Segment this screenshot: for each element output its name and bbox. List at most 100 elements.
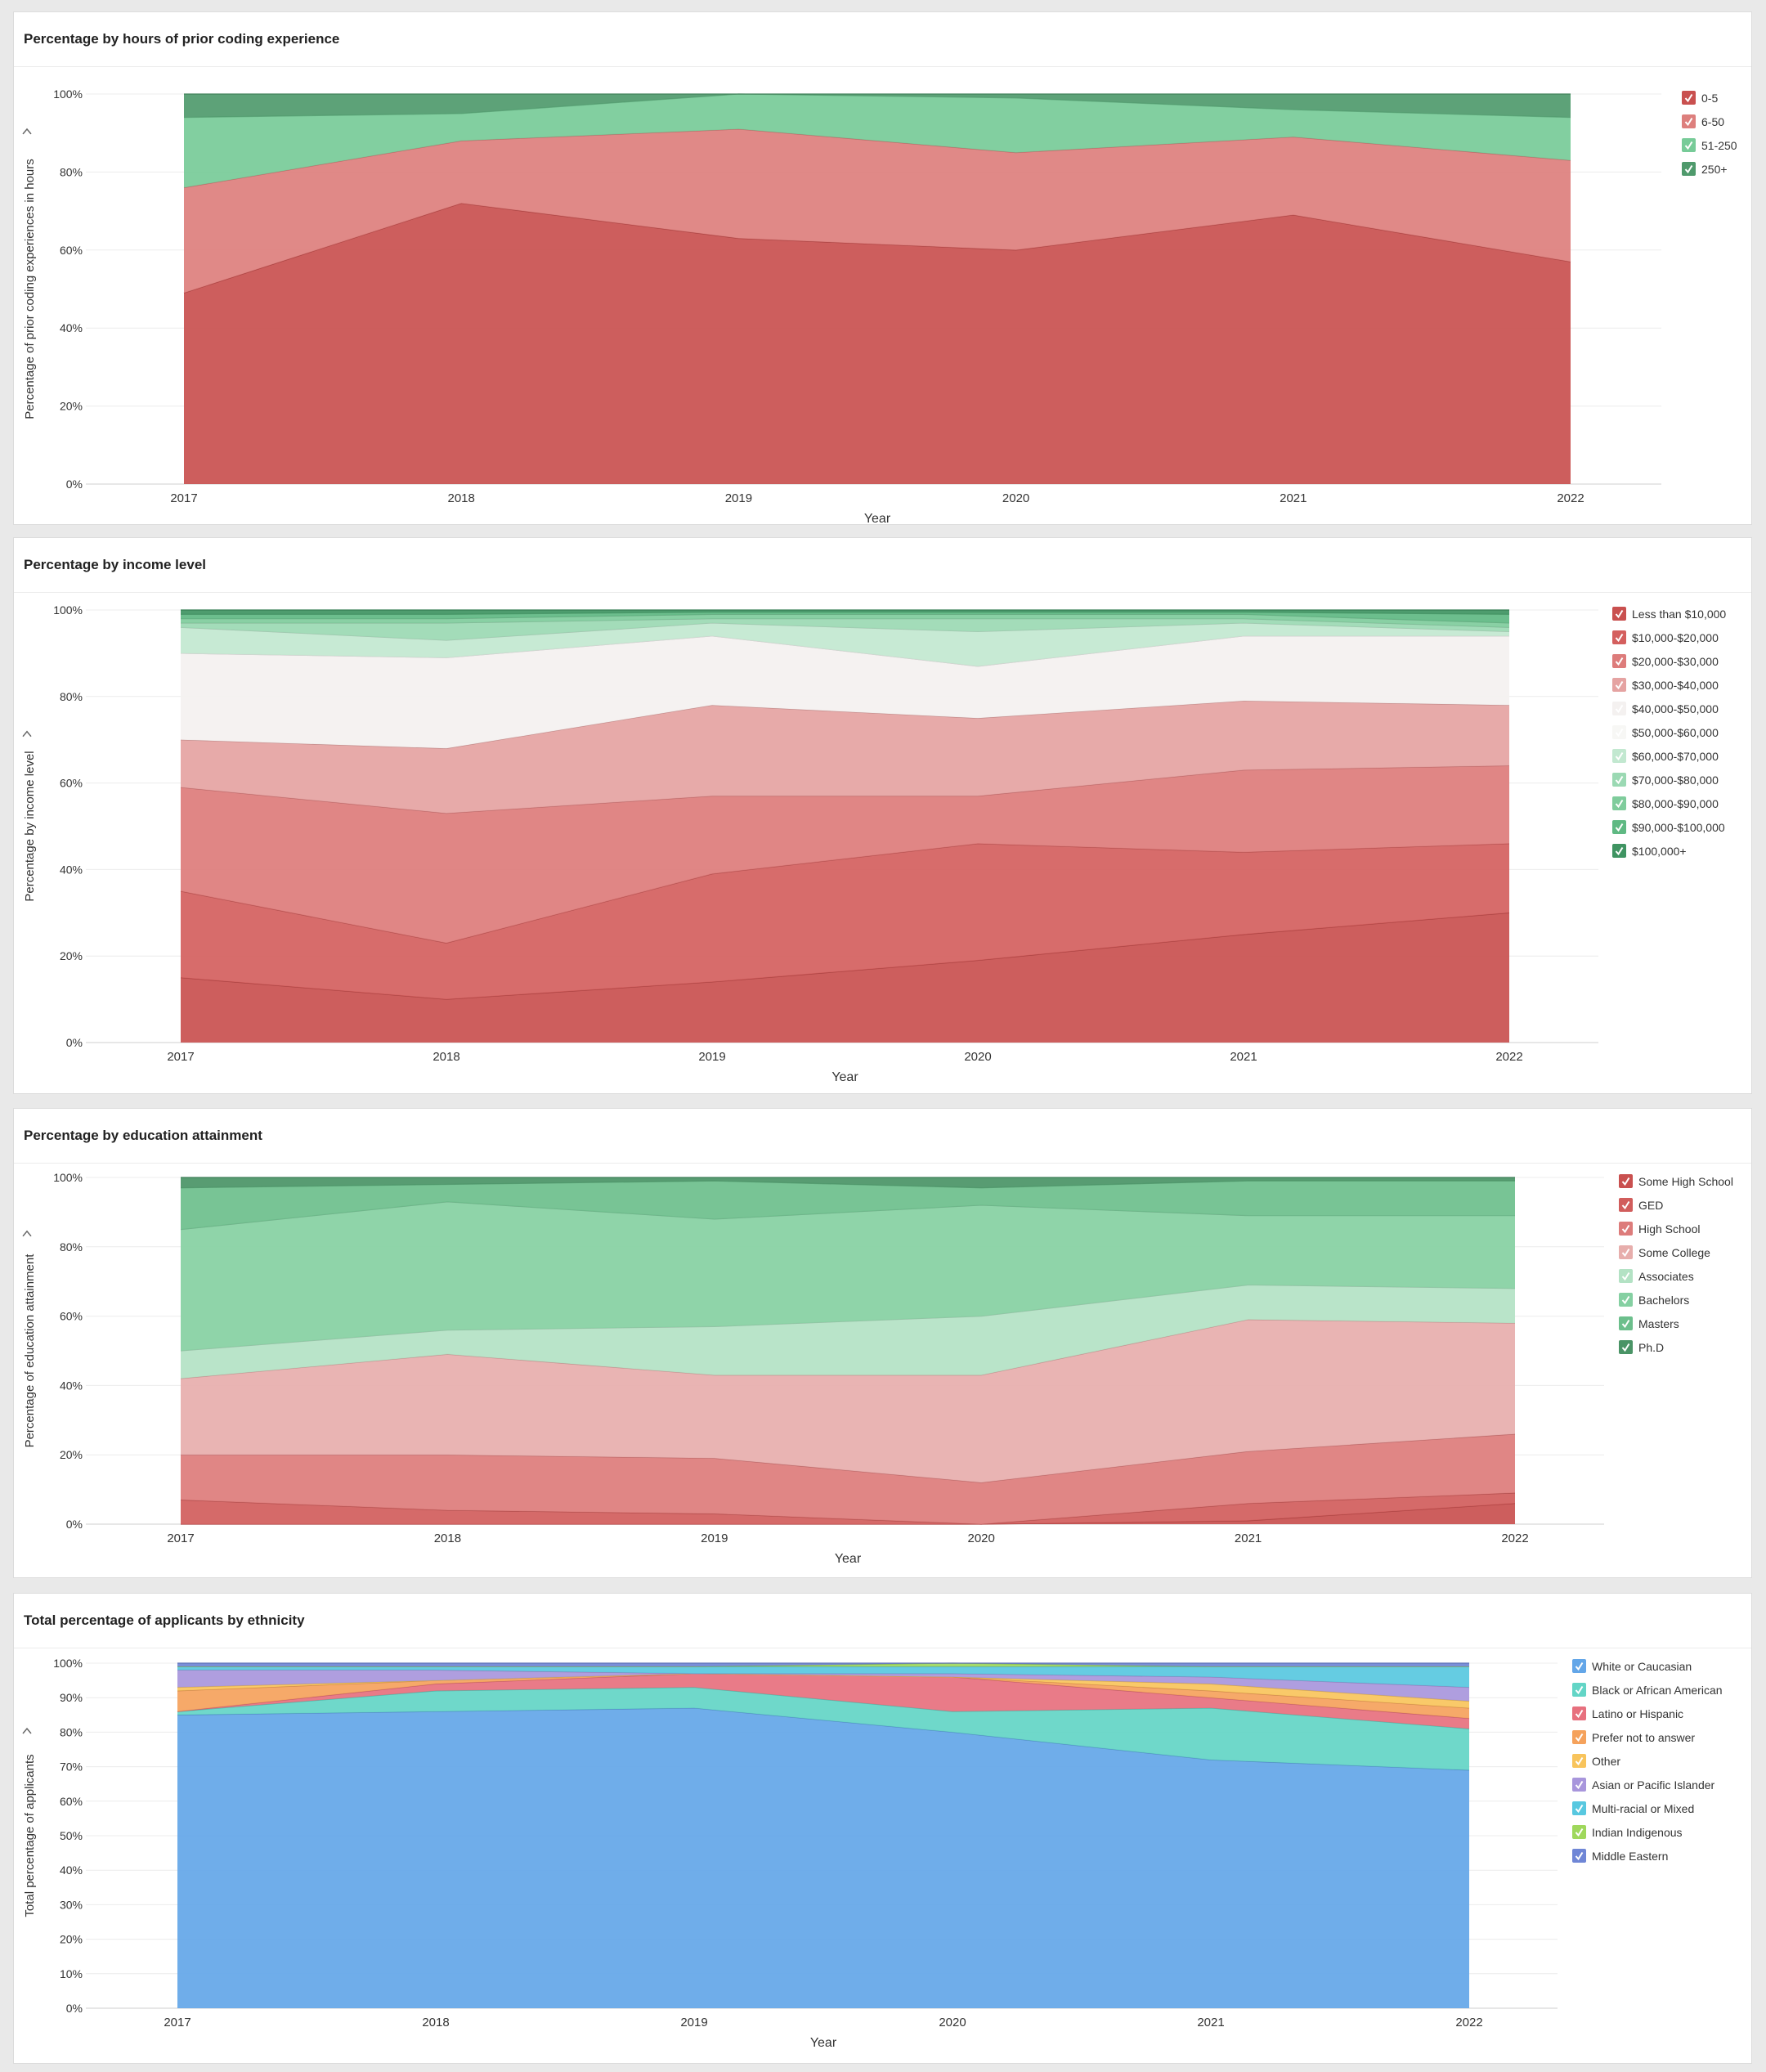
y-axis-label[interactable]: Percentage of education attainment bbox=[23, 1254, 37, 1448]
legend-item-30-000-40-000[interactable]: $30,000-$40,000 bbox=[1612, 678, 1719, 692]
y-axis-label[interactable]: Percentage of prior coding experiences i… bbox=[23, 159, 37, 419]
legend-checkbox[interactable] bbox=[1572, 1730, 1586, 1744]
legend-checkbox[interactable] bbox=[1619, 1198, 1633, 1212]
area-series-middle-eastern[interactable] bbox=[177, 1663, 1469, 1667]
area-series-10-000-20-000[interactable] bbox=[181, 843, 1509, 1000]
legend-item-latino-or-hispanic[interactable]: Latino or Hispanic bbox=[1572, 1706, 1683, 1720]
legend-item-bachelors[interactable]: Bachelors bbox=[1619, 1293, 1689, 1307]
area-series-80-000-90-000[interactable] bbox=[181, 614, 1509, 628]
chevron-down-icon[interactable] bbox=[22, 128, 32, 135]
legend-item-prefer-not-to-answer[interactable]: Prefer not to answer bbox=[1572, 1730, 1695, 1744]
legend-checkbox[interactable] bbox=[1572, 1849, 1586, 1863]
legend-item-ph-d[interactable]: Ph.D bbox=[1619, 1340, 1664, 1354]
legend-item-10-000-20-000[interactable]: $10,000-$20,000 bbox=[1612, 630, 1719, 644]
area-series-less-than-10-000[interactable] bbox=[181, 913, 1509, 1043]
legend-checkbox[interactable] bbox=[1572, 1825, 1586, 1839]
legend-checkbox[interactable] bbox=[1612, 607, 1626, 621]
legend-checkbox[interactable] bbox=[1682, 162, 1696, 176]
area-series-associates[interactable] bbox=[181, 1285, 1515, 1379]
legend-checkbox[interactable] bbox=[1619, 1316, 1633, 1330]
legend-item-some-high-school[interactable]: Some High School bbox=[1619, 1174, 1733, 1188]
legend-item-indian-indigenous[interactable]: Indian Indigenous bbox=[1572, 1825, 1683, 1839]
area-series-some-high-school[interactable] bbox=[181, 1503, 1515, 1524]
legend-checkbox[interactable] bbox=[1612, 796, 1626, 810]
legend-checkbox[interactable] bbox=[1612, 749, 1626, 763]
chevron-down-icon[interactable] bbox=[22, 730, 32, 738]
area-series-ph-d[interactable] bbox=[181, 1177, 1515, 1188]
area-series-multi-racial-or-mixed[interactable] bbox=[177, 1666, 1469, 1688]
legend-checkbox[interactable] bbox=[1619, 1222, 1633, 1236]
legend-checkbox[interactable] bbox=[1572, 1778, 1586, 1792]
area-series-indian-indigenous[interactable] bbox=[177, 1663, 1469, 1667]
area-series-6-50[interactable] bbox=[184, 128, 1571, 294]
legend-item-60-000-70-000[interactable]: $60,000-$70,000 bbox=[1612, 749, 1719, 763]
area-series-51-250[interactable] bbox=[184, 94, 1571, 188]
area-series-some-college[interactable] bbox=[181, 1319, 1515, 1483]
legend-checkbox[interactable] bbox=[1619, 1340, 1633, 1354]
legend-item-80-000-90-000[interactable]: $80,000-$90,000 bbox=[1612, 796, 1719, 810]
area-series-100-000[interactable] bbox=[181, 610, 1509, 615]
legend-checkbox[interactable] bbox=[1612, 678, 1626, 692]
legend-item-ged[interactable]: GED bbox=[1619, 1198, 1663, 1212]
legend-item-associates[interactable]: Associates bbox=[1619, 1269, 1694, 1283]
legend-checkbox[interactable] bbox=[1619, 1269, 1633, 1283]
legend-item-other[interactable]: Other bbox=[1572, 1754, 1620, 1768]
area-series-latino-or-hispanic[interactable] bbox=[177, 1673, 1469, 1729]
legend-checkbox[interactable] bbox=[1572, 1706, 1586, 1720]
legend-checkbox[interactable] bbox=[1572, 1683, 1586, 1697]
area-series-high-school[interactable] bbox=[181, 1433, 1515, 1524]
legend-checkbox[interactable] bbox=[1612, 654, 1626, 668]
area-series-90-000-100-000[interactable] bbox=[181, 612, 1509, 623]
legend-item-white-or-caucasian[interactable]: White or Caucasian bbox=[1572, 1659, 1692, 1673]
area-series-20-000-30-000[interactable] bbox=[181, 765, 1509, 944]
legend-item-less-than-10-000[interactable]: Less than $10,000 bbox=[1612, 607, 1726, 621]
legend-checkbox[interactable] bbox=[1612, 702, 1626, 715]
legend-checkbox[interactable] bbox=[1682, 138, 1696, 152]
area-series-masters[interactable] bbox=[181, 1181, 1515, 1230]
legend-checkbox[interactable] bbox=[1612, 630, 1626, 644]
y-axis-label[interactable]: Total percentage of applicants bbox=[23, 1754, 37, 1917]
legend-item-100-000[interactable]: $100,000+ bbox=[1612, 844, 1687, 858]
legend-checkbox[interactable] bbox=[1612, 725, 1626, 739]
legend-item-middle-eastern[interactable]: Middle Eastern bbox=[1572, 1849, 1668, 1863]
area-series-prefer-not-to-answer[interactable] bbox=[177, 1673, 1469, 1719]
legend-item-20-000-30-000[interactable]: $20,000-$30,000 bbox=[1612, 654, 1719, 668]
legend-checkbox[interactable] bbox=[1572, 1754, 1586, 1768]
legend-checkbox[interactable] bbox=[1572, 1801, 1586, 1815]
legend-item-70-000-80-000[interactable]: $70,000-$80,000 bbox=[1612, 773, 1719, 787]
area-series-40-000-50-000[interactable] bbox=[181, 635, 1509, 749]
legend-item-51-250[interactable]: 51-250 bbox=[1682, 138, 1737, 152]
area-series-60-000-70-000[interactable] bbox=[181, 622, 1509, 666]
area-series-30-000-40-000[interactable] bbox=[181, 701, 1509, 814]
legend-checkbox[interactable] bbox=[1619, 1174, 1633, 1188]
legend-item-90-000-100-000[interactable]: $90,000-$100,000 bbox=[1612, 820, 1725, 834]
legend-item-6-50[interactable]: 6-50 bbox=[1682, 114, 1724, 128]
legend-item-50-000-60-000[interactable]: $50,000-$60,000 bbox=[1612, 725, 1719, 739]
area-series-asian-or-pacific-islander[interactable] bbox=[177, 1670, 1469, 1702]
legend-checkbox[interactable] bbox=[1619, 1245, 1633, 1259]
chevron-down-icon[interactable] bbox=[22, 1230, 32, 1237]
legend-checkbox[interactable] bbox=[1612, 773, 1626, 787]
legend-checkbox[interactable] bbox=[1619, 1293, 1633, 1307]
legend-item-multi-racial-or-mixed[interactable]: Multi-racial or Mixed bbox=[1572, 1801, 1694, 1815]
chevron-down-icon[interactable] bbox=[22, 1727, 32, 1734]
legend-item-40-000-50-000[interactable]: $40,000-$50,000 bbox=[1612, 702, 1719, 715]
legend-item-asian-or-pacific-islander[interactable]: Asian or Pacific Islander bbox=[1572, 1778, 1715, 1792]
legend-item-high-school[interactable]: High School bbox=[1619, 1222, 1701, 1236]
area-series-white-or-caucasian[interactable] bbox=[177, 1707, 1469, 2008]
area-series-0-5[interactable] bbox=[184, 203, 1571, 484]
legend-checkbox[interactable] bbox=[1612, 844, 1626, 858]
legend-item-0-5[interactable]: 0-5 bbox=[1682, 91, 1718, 105]
area-series-250[interactable] bbox=[184, 94, 1571, 118]
area-series-bachelors[interactable] bbox=[181, 1201, 1515, 1351]
legend-item-masters[interactable]: Masters bbox=[1619, 1316, 1679, 1330]
legend-item-250[interactable]: 250+ bbox=[1682, 162, 1728, 176]
area-series-70-000-80-000[interactable] bbox=[181, 618, 1509, 640]
legend-checkbox[interactable] bbox=[1572, 1659, 1586, 1673]
legend-item-some-college[interactable]: Some College bbox=[1619, 1245, 1710, 1259]
legend-checkbox[interactable] bbox=[1682, 114, 1696, 128]
y-axis-label[interactable]: Percentage by income level bbox=[23, 751, 37, 901]
area-series-ged[interactable] bbox=[181, 1492, 1515, 1524]
legend-checkbox[interactable] bbox=[1682, 91, 1696, 105]
legend-item-black-or-african-american[interactable]: Black or African American bbox=[1572, 1683, 1723, 1697]
